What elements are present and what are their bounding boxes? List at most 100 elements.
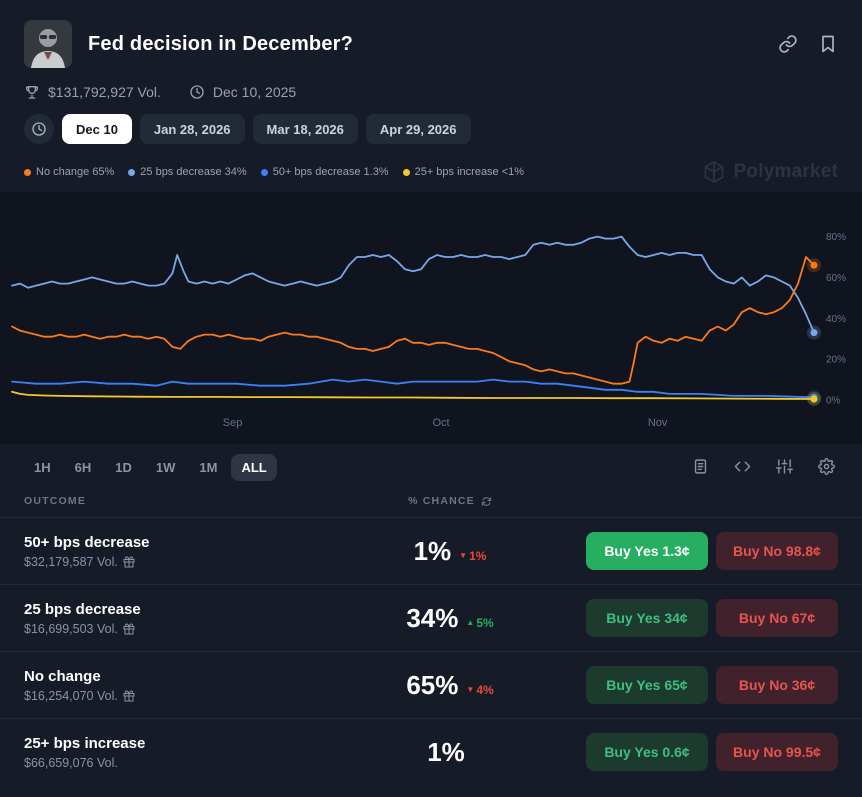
gift-icon (123, 555, 135, 567)
chart-settings-sliders-icon[interactable] (776, 458, 796, 478)
svg-text:Sep: Sep (223, 417, 243, 429)
outcome-table-header: OUTCOME % CHANCE (0, 495, 862, 517)
volume-text: $131,792,927 Vol. (48, 84, 161, 100)
chance-value: 1% (413, 535, 452, 566)
clock-icon (190, 85, 204, 99)
outcome-volume: $16,699,503 Vol. (24, 621, 118, 636)
outcome-row-25-bps-decrease[interactable]: 25 bps decrease $16,699,503 Vol. 34% 5% … (0, 584, 862, 651)
outcome-name: 25 bps decrease (24, 600, 141, 618)
buy-no-button[interactable]: Buy No 99.5¢ (716, 733, 838, 771)
page-title: Fed decision in December? (88, 32, 354, 55)
chance-cell: 1% (314, 737, 586, 768)
column-header-outcome: OUTCOME (24, 495, 87, 507)
legend-label: 50+ bps decrease 1.3% (272, 166, 389, 178)
legend-label: No change 65% (36, 166, 115, 178)
outcome-cell: 50+ bps decrease $32,179,587 Vol. (24, 534, 314, 569)
buy-yes-button[interactable]: Buy Yes 65¢ (586, 666, 708, 704)
svg-text:0%: 0% (826, 396, 841, 407)
chance-value: 1% (427, 736, 465, 767)
outcome-name: No change (24, 667, 101, 685)
outcome-cell: No change $16,254,070 Vol. (24, 668, 314, 703)
buy-yes-button[interactable]: Buy Yes 34¢ (586, 599, 708, 637)
legend-item-50-bps-decrease[interactable]: 50+ bps decrease 1.3% (260, 166, 389, 178)
embed-code-icon[interactable] (734, 458, 754, 478)
buy-no-button[interactable]: Buy No 67¢ (716, 599, 838, 637)
outcome-row-no-change[interactable]: No change $16,254,070 Vol. 65% 4% Buy Ye… (0, 651, 862, 718)
svg-text:20%: 20% (826, 355, 846, 366)
range-1m[interactable]: 1M (189, 454, 227, 481)
chance-cell: 34% 5% (314, 603, 586, 634)
svg-text:Nov: Nov (648, 417, 668, 429)
legend-label: 25+ bps increase <1% (414, 166, 525, 178)
history-clock-icon (32, 122, 46, 136)
outcome-cell: 25+ bps increase $66,659,076 Vol. (24, 735, 314, 770)
range-1d[interactable]: 1D (105, 454, 142, 481)
date-tabs: Dec 10 Jan 28, 2026 Mar 18, 2026 Apr 29,… (0, 114, 862, 144)
legend-dot-blue (260, 168, 268, 176)
trophy-icon (26, 86, 38, 99)
legend-dot-orange (24, 168, 31, 176)
legend-label: 25 bps decrease 34% (140, 166, 247, 178)
time-range-buttons: 1H 6H 1D 1W 1M ALL (24, 454, 277, 481)
date-tab-dec-10[interactable]: Dec 10 (62, 114, 132, 144)
date-tab-apr-29[interactable]: Apr 29, 2026 (365, 114, 471, 144)
buy-yes-button[interactable]: Buy Yes 1.3¢ (586, 532, 708, 570)
link-icon[interactable] (778, 34, 798, 54)
chance-cell: 65% 4% (314, 670, 586, 701)
svg-text:60%: 60% (826, 273, 846, 284)
bookmark-icon[interactable] (818, 34, 838, 54)
rules-document-icon[interactable] (692, 458, 712, 478)
gift-icon (123, 622, 135, 634)
date-tab-mar-18[interactable]: Mar 18, 2026 (252, 114, 358, 144)
polymarket-logo-icon (704, 161, 723, 183)
svg-text:Oct: Oct (433, 417, 450, 429)
buy-no-button[interactable]: Buy No 36¢ (716, 666, 838, 704)
polymarket-watermark-text: Polymarket (733, 161, 838, 182)
market-stats: $131,792,927 Vol. Dec 10, 2025 (0, 84, 862, 100)
refresh-icon[interactable] (481, 496, 492, 507)
legend-item-25-bps-decrease[interactable]: 25 bps decrease 34% (128, 166, 247, 178)
history-clock-button[interactable] (24, 114, 54, 144)
legend-item-no-change[interactable]: No change 65% (24, 166, 114, 178)
chart-legend-row: No change 65% 25 bps decrease 34% 50+ bp… (0, 160, 862, 184)
outcome-name: 25+ bps increase (24, 734, 146, 752)
chart-legend: No change 65% 25 bps decrease 34% 50+ bp… (24, 166, 524, 178)
buy-no-button[interactable]: Buy No 98.8¢ (716, 532, 838, 570)
chance-change: 1% (459, 549, 486, 563)
time-range-row: 1H 6H 1D 1W 1M ALL (0, 454, 862, 481)
legend-dot-yellow (402, 168, 410, 176)
chance-cell: 1% 1% (314, 536, 586, 567)
market-avatar (24, 20, 72, 68)
outcome-volume: $32,179,587 Vol. (24, 554, 118, 569)
price-chart-svg[interactable]: 80% 60% 40% 20% 0% Sep Oct Nov (0, 192, 862, 444)
buy-yes-button[interactable]: Buy Yes 0.6¢ (586, 733, 708, 771)
avatar-image (24, 20, 72, 68)
gift-icon (123, 689, 135, 701)
gear-icon[interactable] (818, 457, 838, 478)
chance-value: 65% (406, 669, 459, 700)
svg-text:40%: 40% (826, 314, 846, 325)
outcome-volume: $16,254,070 Vol. (24, 688, 118, 703)
outcome-volume: $66,659,076 Vol. (24, 755, 118, 770)
legend-dot-lightblue (128, 168, 136, 176)
outcome-name: 50+ bps decrease (24, 533, 150, 551)
chance-change: 4% (466, 683, 493, 697)
polymarket-watermark: Polymarket (702, 160, 838, 184)
outcome-row-50-bps-decrease[interactable]: 50+ bps decrease $32,179,587 Vol. 1% 1% … (0, 517, 862, 584)
date-tab-jan-28[interactable]: Jan 28, 2026 (139, 114, 245, 144)
price-chart[interactable]: 80% 60% 40% 20% 0% Sep Oct Nov (0, 192, 862, 444)
range-1w[interactable]: 1W (146, 454, 186, 481)
range-all[interactable]: ALL (231, 454, 277, 481)
outcome-cell: 25 bps decrease $16,699,503 Vol. (24, 601, 314, 636)
range-6h[interactable]: 6H (65, 454, 102, 481)
legend-item-25-bps-increase[interactable]: 25+ bps increase <1% (402, 166, 525, 178)
outcome-row-25-bps-increase[interactable]: 25+ bps increase $66,659,076 Vol. 1% Buy… (0, 718, 862, 785)
market-header: Fed decision in December? (0, 0, 862, 68)
range-1h[interactable]: 1H (24, 454, 61, 481)
chance-change: 5% (466, 616, 493, 630)
chance-value: 34% (406, 602, 459, 633)
svg-text:80%: 80% (826, 232, 846, 243)
end-date-text: Dec 10, 2025 (212, 84, 297, 100)
column-header-chance: % CHANCE (408, 495, 475, 507)
